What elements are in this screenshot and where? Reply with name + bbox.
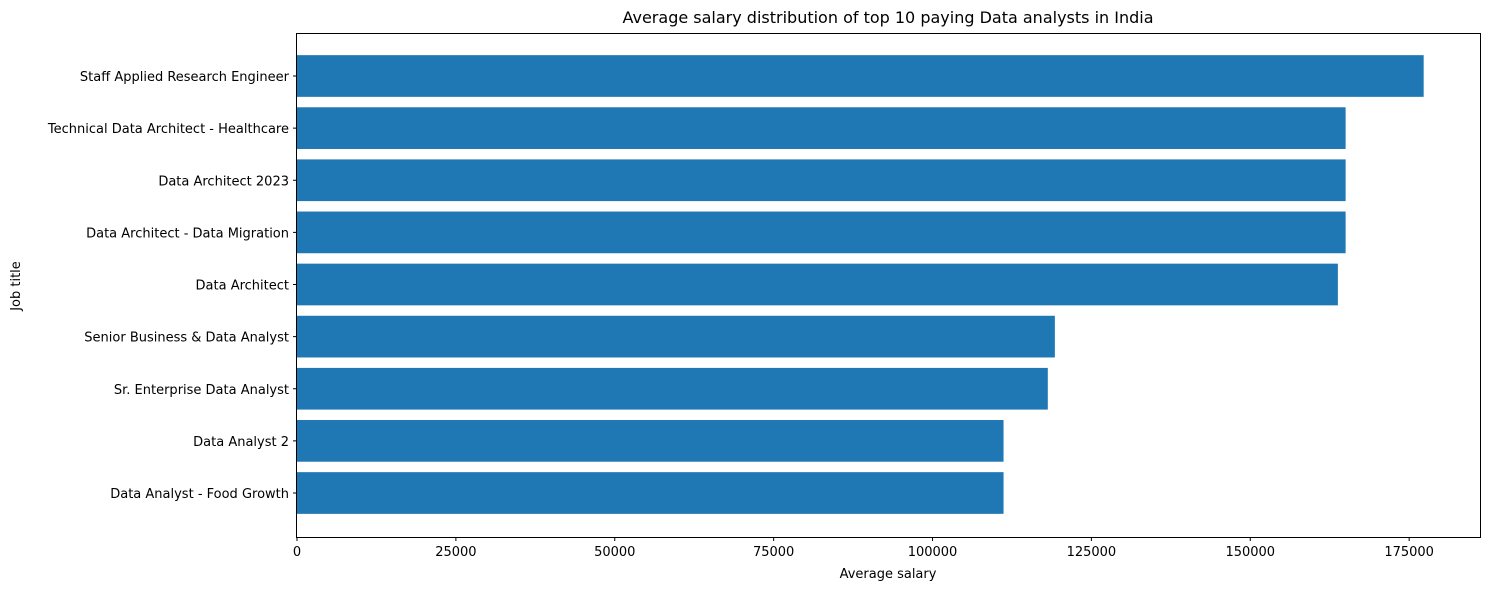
x-axis-ticks: 0 25000 50000 75000 100000 125000 150000 175000 (293, 537, 1434, 560)
bar (297, 367, 1048, 410)
x-tick-label: 75000 (753, 545, 794, 560)
y-tick-label: Data Analyst - Food Growth (110, 487, 289, 502)
y-tick-label: Data Architect (196, 279, 289, 294)
bar (297, 263, 1338, 306)
x-tick-label: 0 (293, 545, 301, 560)
y-axis-ticks: Staff Applied Research Engineer Technical… (47, 70, 297, 502)
bar (297, 159, 1346, 202)
y-tick-label: Sr. Enterprise Data Analyst (114, 383, 289, 398)
bar (297, 315, 1055, 358)
x-tick-label: 50000 (594, 545, 635, 560)
y-tick-label: Data Architect 2023 (158, 174, 289, 189)
y-tick-label: Technical Data Architect - Healthcare (47, 122, 289, 137)
x-tick-label: 175000 (1384, 545, 1434, 560)
y-tick-label: Data Architect - Data Migration (86, 226, 289, 241)
y-tick-label: Senior Business & Data Analyst (84, 331, 289, 346)
bar (297, 107, 1346, 149)
x-tick-label: 150000 (1225, 545, 1275, 560)
bar (297, 472, 1004, 514)
bar (297, 211, 1346, 254)
x-tick-label: 100000 (908, 545, 958, 560)
y-tick-label: Staff Applied Research Engineer (80, 70, 290, 85)
x-axis-label: Average salary (840, 567, 937, 582)
y-tick-label: Data Analyst 2 (193, 435, 289, 450)
bars-layer (297, 55, 1424, 514)
x-tick-label: 125000 (1067, 545, 1117, 560)
y-axis-label: Job title (9, 261, 24, 312)
bar (297, 420, 1004, 462)
chart-title: Average salary distribution of top 10 pa… (622, 8, 1153, 27)
bar (297, 55, 1424, 97)
plot-frame (296, 33, 1481, 538)
x-tick-label: 25000 (435, 545, 476, 560)
